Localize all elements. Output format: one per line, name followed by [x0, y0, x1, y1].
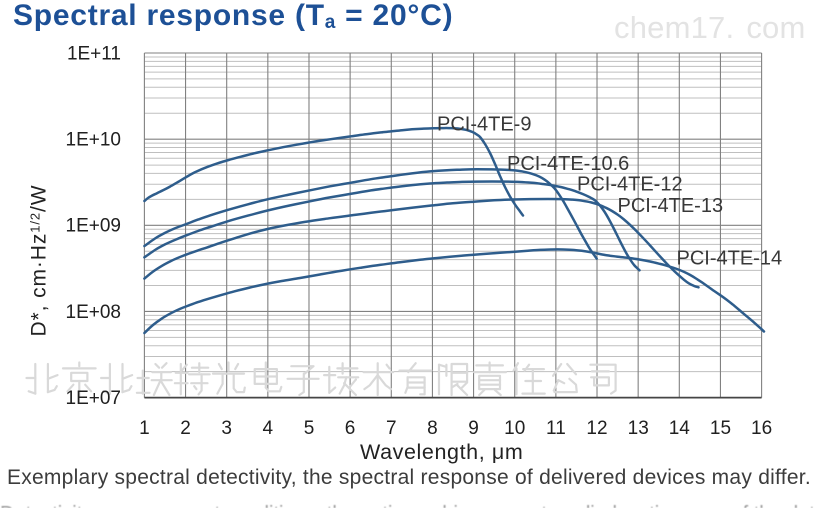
svg-text:15: 15 [710, 418, 731, 439]
svg-text:9: 9 [468, 418, 479, 439]
svg-text:PCI-4TE-9: PCI-4TE-9 [437, 114, 531, 136]
svg-text:7: 7 [386, 418, 397, 439]
svg-text:1E+07: 1E+07 [66, 388, 121, 409]
svg-text:12: 12 [586, 418, 607, 439]
svg-text:PCI-4TE-13: PCI-4TE-13 [618, 195, 724, 217]
svg-text:16: 16 [751, 418, 772, 439]
svg-text:PCI-4TE-10.6: PCI-4TE-10.6 [507, 153, 629, 175]
svg-text:PCI-4TE-14: PCI-4TE-14 [677, 248, 783, 270]
svg-text:13: 13 [628, 418, 649, 439]
svg-text:1: 1 [139, 418, 150, 439]
svg-text:10: 10 [504, 418, 525, 439]
svg-text:5: 5 [304, 418, 315, 439]
svg-text:PCI-4TE-12: PCI-4TE-12 [577, 174, 683, 196]
svg-text:1E+11: 1E+11 [67, 43, 121, 64]
svg-text:6: 6 [345, 418, 356, 439]
svg-text:1E+08: 1E+08 [66, 302, 121, 323]
svg-text:2: 2 [180, 418, 191, 439]
svg-text:11: 11 [546, 418, 566, 439]
svg-text:8: 8 [427, 418, 438, 439]
svg-text:4: 4 [263, 418, 274, 439]
svg-text:14: 14 [669, 418, 691, 439]
svg-text:1E+09: 1E+09 [66, 216, 121, 237]
svg-text:3: 3 [221, 418, 232, 439]
svg-text:1E+10: 1E+10 [66, 130, 121, 151]
